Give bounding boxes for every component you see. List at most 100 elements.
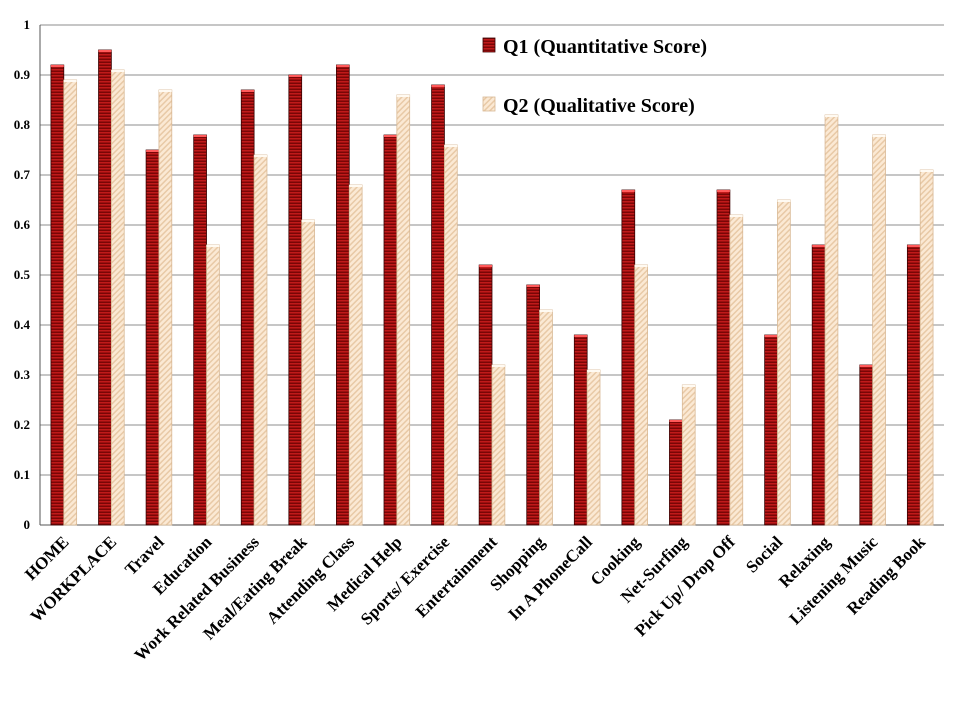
x-tick-label: In A PhoneCall bbox=[504, 532, 596, 624]
legend-label-q1: Q1 (Quantitative Score) bbox=[503, 36, 707, 58]
bar-q2 bbox=[634, 264, 648, 526]
x-tick-label: Social bbox=[742, 532, 786, 576]
bar-top-highlight bbox=[634, 265, 648, 267]
bar-top-highlight bbox=[301, 220, 315, 222]
y-tick-label: 0.2 bbox=[14, 417, 30, 432]
bar-q2 bbox=[681, 384, 696, 526]
bar-q1 bbox=[621, 189, 636, 526]
bar-top-highlight bbox=[764, 335, 778, 337]
bar-top-highlight bbox=[206, 245, 220, 247]
bar-top-highlight bbox=[349, 185, 363, 187]
x-tick-label: WORKPLACE bbox=[27, 532, 121, 626]
bar-top-highlight bbox=[777, 200, 791, 202]
bar-top-highlight bbox=[444, 145, 458, 147]
bar-top-highlight bbox=[146, 150, 159, 152]
bar-top-highlight bbox=[587, 370, 601, 372]
bar-q1 bbox=[669, 419, 683, 526]
bar-top-highlight bbox=[254, 155, 267, 157]
bar-top-highlight bbox=[920, 170, 934, 172]
bar-top-highlight bbox=[63, 80, 77, 82]
y-tick-label: 0.4 bbox=[14, 317, 31, 332]
bar-top-highlight bbox=[50, 65, 64, 67]
bar-top-highlight bbox=[729, 215, 743, 217]
y-tick-label: 0.5 bbox=[14, 267, 31, 282]
y-tick-labels: 0 0.1 0.2 0.3 0.4 0.5 0.6 0.7 0.8 0.9 1 bbox=[14, 17, 31, 532]
bar-q1 bbox=[383, 134, 398, 526]
bar-q2 bbox=[110, 69, 125, 526]
bar-top-highlight bbox=[812, 245, 826, 247]
bar-q2 bbox=[777, 199, 791, 526]
bar-q2 bbox=[63, 79, 78, 526]
bar-top-highlight bbox=[396, 95, 410, 97]
y-tick-label: 0.8 bbox=[14, 117, 31, 132]
bar-q1 bbox=[50, 64, 65, 526]
bar-top-highlight bbox=[288, 75, 302, 77]
bar-top-highlight bbox=[111, 70, 125, 72]
bar-top-highlight bbox=[479, 265, 492, 267]
y-tick-label: 0.1 bbox=[14, 467, 30, 482]
bar-q2 bbox=[729, 214, 744, 526]
y-tick-label: 1 bbox=[24, 17, 31, 32]
bar-top-highlight bbox=[682, 385, 696, 387]
bar-q2 bbox=[253, 154, 268, 526]
bar-q1 bbox=[906, 244, 921, 526]
bar-q2 bbox=[206, 244, 220, 526]
bar-top-highlight bbox=[98, 50, 112, 52]
bar-q1 bbox=[336, 64, 350, 526]
bar-top-highlight bbox=[669, 420, 683, 422]
y-tick-label: 0 bbox=[24, 517, 31, 532]
bar-top-highlight bbox=[872, 135, 886, 137]
bar-q2 bbox=[158, 89, 173, 526]
bar-top-highlight bbox=[431, 85, 445, 87]
bar-top-highlight bbox=[574, 335, 588, 337]
bar-top-highlight bbox=[241, 90, 255, 92]
legend-swatch-q2 bbox=[482, 96, 496, 112]
bar-q2 bbox=[919, 169, 934, 526]
bar-top-highlight bbox=[621, 190, 635, 192]
bar-q2 bbox=[586, 369, 601, 526]
bars bbox=[50, 49, 934, 526]
bar-q1 bbox=[811, 244, 826, 526]
bar-top-highlight bbox=[336, 65, 350, 67]
legend-swatch-q1 bbox=[482, 37, 496, 53]
legend-label-q2: Q2 (Qualitative Score) bbox=[503, 95, 695, 117]
bar-top-highlight bbox=[717, 190, 730, 192]
bar-q2 bbox=[539, 309, 553, 526]
bar-q1 bbox=[859, 364, 874, 526]
bar-q1 bbox=[526, 284, 540, 526]
bar-top-highlight bbox=[193, 135, 207, 137]
bar-top-highlight bbox=[539, 310, 553, 312]
bar-q2 bbox=[444, 144, 458, 526]
bar-top-highlight bbox=[526, 285, 540, 287]
bar-q2 bbox=[301, 219, 315, 526]
bar-top-highlight bbox=[492, 365, 505, 367]
y-tick-label: 0.3 bbox=[14, 367, 31, 382]
bar-q2 bbox=[396, 94, 411, 526]
bar-top-highlight bbox=[158, 90, 172, 92]
bar-q1 bbox=[764, 334, 778, 526]
bar-top-highlight bbox=[907, 245, 921, 247]
bar-q1 bbox=[716, 189, 731, 526]
bar-q1 bbox=[240, 89, 255, 526]
x-tick-label: Travel bbox=[121, 532, 168, 579]
y-tick-label: 0.6 bbox=[14, 217, 31, 232]
bar-q2 bbox=[348, 184, 363, 526]
bar-q1 bbox=[431, 84, 445, 526]
y-tick-label: 0.7 bbox=[14, 167, 31, 182]
bar-q2 bbox=[872, 134, 886, 526]
bar-q1 bbox=[478, 264, 493, 526]
bar-top-highlight bbox=[383, 135, 397, 137]
bar-q1 bbox=[193, 134, 207, 526]
y-tick-label: 0.9 bbox=[14, 67, 31, 82]
bar-top-highlight bbox=[825, 115, 838, 117]
bar-q2 bbox=[824, 114, 839, 526]
bar-q1 bbox=[288, 74, 303, 526]
bar-q1 bbox=[573, 334, 588, 526]
bar-q2 bbox=[491, 364, 506, 526]
bar-top-highlight bbox=[859, 365, 873, 367]
legend: Q1 (Quantitative Score) Q2 (Qualitative … bbox=[482, 36, 707, 117]
bar-q1 bbox=[145, 149, 160, 526]
bar-q1 bbox=[98, 49, 112, 526]
